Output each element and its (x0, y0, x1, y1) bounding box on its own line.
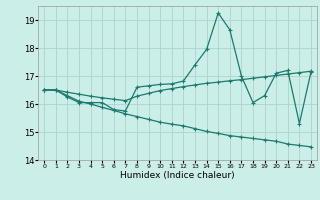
X-axis label: Humidex (Indice chaleur): Humidex (Indice chaleur) (120, 171, 235, 180)
